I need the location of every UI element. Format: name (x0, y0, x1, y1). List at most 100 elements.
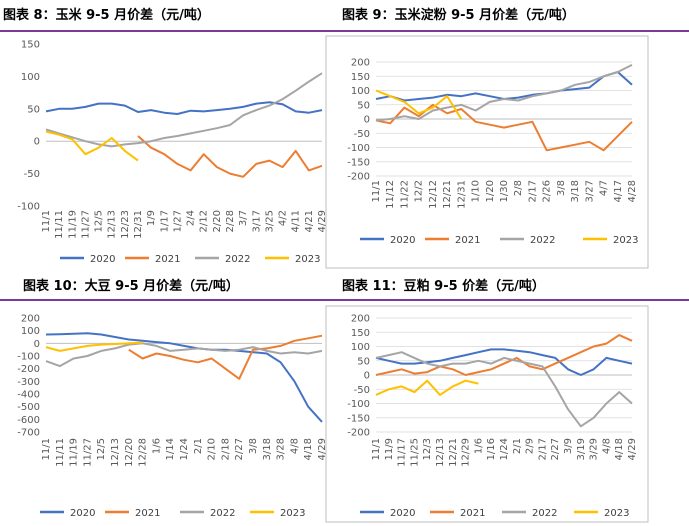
y-tick-label: -150 (347, 157, 370, 168)
x-tick-label: 11/9 (384, 438, 395, 460)
y-tick-label: 150 (351, 72, 370, 83)
x-tick-label: 3/17 (251, 210, 262, 232)
legend-label-2023: 2023 (295, 254, 320, 265)
x-tick-label: 11/1 (371, 438, 382, 460)
x-tick-label: 3/28 (276, 438, 287, 460)
x-tick-label: 2/12 (199, 210, 210, 232)
legend-label-2021: 2021 (155, 254, 180, 265)
legend-label-2020: 2020 (390, 235, 415, 246)
x-tick-label: 12/13 (110, 438, 121, 467)
x-tick-label: 11/11 (55, 438, 66, 467)
x-tick-label: 11/11 (54, 210, 65, 239)
legend-label-2021: 2021 (455, 235, 480, 246)
x-tick-label: 12/23 (120, 210, 131, 239)
x-tick-label: 3/18 (262, 438, 273, 460)
chart-frame (325, 305, 649, 523)
series-line-2023 (45, 130, 139, 162)
x-tick-label: 2/27 (234, 438, 245, 460)
x-tick-label: 1/6 (473, 438, 484, 454)
y-tick-label: -50 (354, 385, 370, 396)
x-tick-label: 2/1 (193, 438, 204, 454)
x-tick-label: 1/24 (179, 438, 190, 460)
x-tick-label: 12/21 (442, 180, 453, 209)
y-tick-label: -100 (17, 202, 40, 213)
x-tick-label: 3/8 (248, 438, 259, 454)
x-tick-label: 1/20 (485, 180, 496, 202)
x-tick-label: 12/5 (96, 438, 107, 460)
x-tick-label: 12/12 (428, 180, 439, 209)
chart-soymeal: -200 -150 -100 -50 0 50 100 150 200 11/1 11/9 11/17… (325, 305, 649, 523)
x-tick-label: 4/21 (304, 210, 315, 232)
x-tick-label: 2/28 (225, 210, 236, 232)
chart-title-soybean: 图表 10：大豆 9-5 月价差（元/吨） (23, 279, 239, 294)
x-tick-label: 1/14 (165, 438, 176, 460)
y-tick-label: -600 (17, 415, 40, 426)
x-tick-label: 2/18 (220, 438, 231, 460)
x-tick-label: 11/22 (399, 180, 410, 209)
legend-label-2020: 2020 (90, 254, 115, 265)
x-tick-label: 3/29 (589, 438, 600, 460)
x-tick-label: 2/20 (212, 210, 223, 232)
x-tick-label: 11/1 (371, 180, 382, 202)
series-line-2023 (375, 89, 463, 120)
x-tick-label: 2/8 (513, 180, 524, 196)
x-tick-label: 4/29 (317, 210, 328, 232)
y-tick-label: 0 (34, 137, 40, 148)
x-tick-label: 1/6 (151, 438, 162, 454)
x-tick-label: 12/5 (94, 210, 105, 232)
y-tick-label: 150 (21, 40, 40, 51)
x-tick-label: 11/19 (69, 438, 80, 467)
y-tick-label: 100 (21, 72, 40, 83)
series-line-2021 (137, 135, 323, 178)
y-tick-label: -50 (24, 169, 40, 180)
x-tick-label: 4/17 (613, 180, 624, 202)
legend-label-2023: 2023 (613, 235, 638, 246)
legend-label-2022: 2022 (532, 508, 557, 519)
y-tick-label: -700 (17, 428, 40, 439)
series-line-2023 (375, 379, 479, 396)
x-tick-label: 11/1 (41, 210, 52, 232)
x-tick-label: 12/31 (456, 180, 467, 209)
x-tick-label: 3/27 (584, 180, 595, 202)
chart-title-cornstarch: 图表 9：玉米淀粉 9-5 月价差（元/吨） (342, 8, 575, 23)
y-tick-label: 100 (351, 86, 370, 97)
y-tick-label: -100 (347, 143, 370, 154)
x-tick-label: 3/7 (238, 210, 249, 226)
y-tick-label: -100 (17, 352, 40, 363)
x-tick-label: 4/7 (599, 180, 610, 196)
y-tick-label: -200 (347, 428, 370, 439)
x-tick-label: 2/26 (542, 180, 553, 202)
y-tick-label: -150 (347, 413, 370, 424)
x-tick-label: 4/18 (303, 438, 314, 460)
series-line-2021 (375, 334, 633, 376)
y-tick-label: 0 (364, 115, 370, 126)
x-tick-label: 12/3 (422, 438, 433, 460)
x-tick-label: 4/29 (627, 438, 638, 460)
series-line-2022 (45, 72, 323, 148)
series-line-2022 (375, 351, 633, 428)
x-tick-label: 2/17 (537, 438, 548, 460)
legend-label-2023: 2023 (280, 508, 305, 519)
x-tick-label: 1/10 (471, 180, 482, 202)
x-tick-label: 1/30 (499, 180, 510, 202)
y-tick-label: -100 (347, 399, 370, 410)
x-tick-label: 11/27 (82, 438, 93, 467)
legend-label-2023: 2023 (604, 508, 629, 519)
x-tick-label: 4/11 (291, 210, 302, 232)
x-tick-label: 11/27 (80, 210, 91, 239)
x-tick-label: 11/12 (385, 180, 396, 209)
x-tick-label: 12/13 (107, 210, 118, 239)
y-tick-label: 0 (34, 339, 40, 350)
x-tick-label: 2/10 (207, 438, 218, 460)
legend-label-2022: 2022 (225, 254, 250, 265)
x-tick-label: 12/20 (124, 438, 135, 467)
x-tick-label: 12/2 (414, 180, 425, 202)
y-tick-label: 0 (364, 371, 370, 382)
x-tick-label: 4/18 (614, 438, 625, 460)
y-tick-label: -50 (354, 129, 370, 140)
y-tick-label: 200 (21, 314, 40, 325)
y-tick-label: 50 (27, 104, 40, 115)
